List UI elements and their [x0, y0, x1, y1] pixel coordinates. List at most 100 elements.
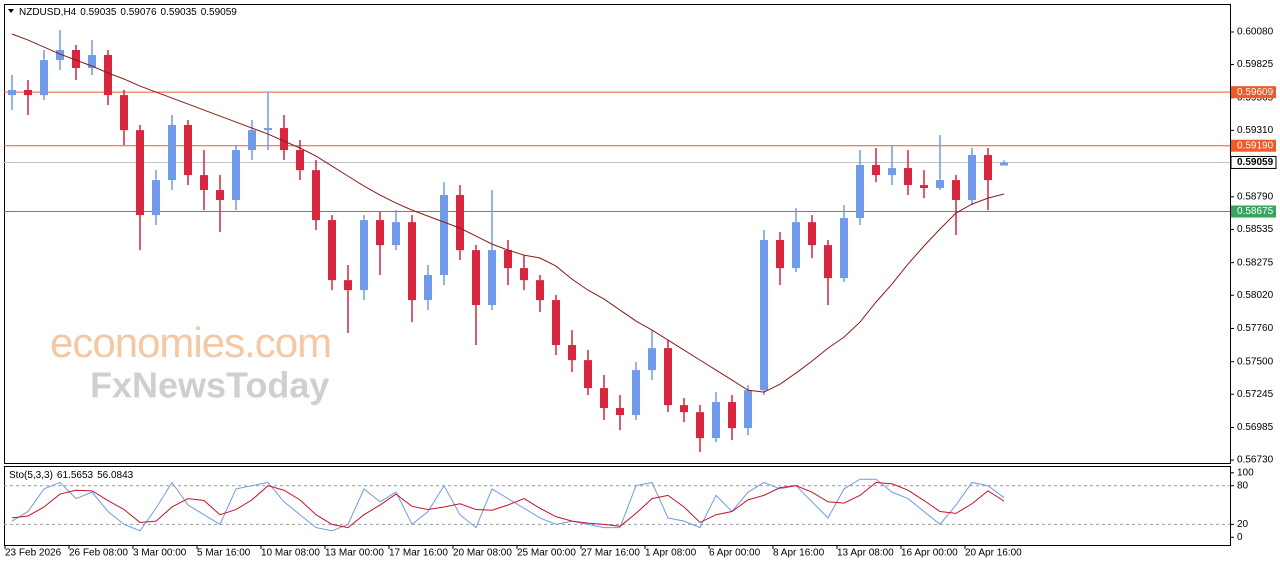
candle-body [72, 50, 80, 69]
candle-body [8, 89, 16, 96]
moving-average [11, 33, 1005, 393]
candle-body [408, 222, 416, 301]
x-tick-label: 5 Mar 16:00 [197, 548, 251, 559]
watermark: FxNewsToday [90, 365, 329, 406]
x-tick-label: 8 Apr 16:00 [773, 548, 825, 559]
candle-body [392, 222, 400, 246]
y-tick-label: 0.59825 [1237, 59, 1274, 70]
candle-body [936, 180, 944, 189]
candle-body [760, 240, 768, 391]
ohlc-close: 0.59059 [201, 7, 238, 18]
x-tick-label: 20 Mar 08:00 [453, 548, 512, 559]
y-tick-label: 80 [1237, 480, 1249, 491]
candle-body [632, 370, 640, 416]
candle-body [648, 348, 656, 371]
candle-body [264, 128, 272, 131]
x-tick-label: 16 Apr 00:00 [901, 548, 958, 559]
candle-body [712, 402, 720, 439]
indicator-name: Sto(5,3,3) [9, 470, 53, 481]
candle-body [552, 300, 560, 346]
collapse-arrow[interactable] [8, 9, 14, 13]
candle-body [200, 175, 208, 191]
level-label: 0.59190 [1237, 140, 1274, 151]
level-label: 0.58675 [1237, 206, 1274, 217]
y-tick-label: 0.58535 [1237, 224, 1274, 235]
level-label-box [1231, 139, 1276, 152]
candle-body [440, 195, 448, 276]
x-tick-label: 13 Apr 08:00 [837, 548, 894, 559]
level-label: 0.59609 [1237, 87, 1274, 98]
candle-body [1000, 162, 1008, 166]
candle-body [744, 390, 752, 429]
candle-body [840, 218, 848, 279]
candle-body [136, 130, 144, 216]
y-tick-label: 0.58790 [1237, 191, 1274, 202]
candle-body [472, 250, 480, 306]
candle-body [104, 54, 112, 96]
candle-body [296, 150, 304, 171]
main-panel [4, 4, 1231, 464]
candle-body [792, 222, 800, 269]
ohlc-high: 0.59076 [120, 7, 157, 18]
x-tick-label: 13 Mar 00:00 [325, 548, 384, 559]
x-tick-label: 20 Apr 16:00 [965, 548, 1022, 559]
stochastic-panel [4, 466, 1231, 546]
chart-header: NZDUSD,H4 0.59035 0.59076 0.59035 0.59059 [19, 7, 237, 18]
candle-body [152, 180, 160, 216]
candle-body [536, 280, 544, 301]
y-tick-label: 0.56985 [1237, 422, 1274, 433]
x-tick-label: 27 Mar 16:00 [581, 548, 640, 559]
candle-body [664, 348, 672, 406]
candle-body [600, 388, 608, 409]
level-label-box [1231, 205, 1276, 218]
x-tick-label: 10 Mar 08:00 [261, 548, 320, 559]
candle-body [872, 165, 880, 176]
y-tick-label: 20 [1237, 519, 1249, 530]
candle-body [824, 245, 832, 279]
current-price-box [1230, 155, 1277, 169]
candle-body [904, 168, 912, 186]
candle-body [88, 54, 96, 69]
ohlc-low: 0.59035 [161, 7, 198, 18]
y-tick-label: 100 [1237, 467, 1254, 478]
y-tick-label: 0.59310 [1237, 125, 1274, 136]
y-tick-label: 0 [1237, 532, 1243, 543]
y-tick-label: 0.57760 [1237, 323, 1274, 334]
candle-body [504, 250, 512, 269]
candle-body [280, 128, 288, 151]
candle-body [24, 89, 32, 96]
candle-body [808, 222, 816, 246]
candle-body [344, 280, 352, 291]
candle-body [312, 170, 320, 221]
current-price-label: 0.59059 [1237, 157, 1274, 168]
candle-body [520, 268, 528, 281]
candle-body [376, 220, 384, 246]
y-tick-label: 0.57500 [1237, 356, 1274, 367]
candle-body [216, 190, 224, 201]
x-tick-label: 25 Mar 00:00 [517, 548, 576, 559]
stochastic-k [11, 478, 1005, 532]
candle-body [856, 165, 864, 219]
stochastic-header: Sto(5,3,3) 61.5653 56.0843 [9, 470, 134, 481]
candle-body [776, 240, 784, 269]
level-label-box [1231, 86, 1276, 99]
candle-body [232, 150, 240, 201]
candle-body [184, 125, 192, 176]
candle-body [360, 220, 368, 291]
y-tick-label: 0.56730 [1237, 455, 1274, 466]
candle-body [40, 60, 48, 96]
candle-body [584, 360, 592, 389]
x-tick-label: 17 Mar 16:00 [389, 548, 448, 559]
d-value: 56.0843 [97, 470, 134, 481]
y-tick-label: 0.60080 [1237, 27, 1274, 38]
x-tick-label: 23 Feb 2026 [5, 548, 62, 559]
candle-body [456, 195, 464, 251]
y-tick-label: 0.58275 [1237, 257, 1274, 268]
watermark: economies.com [50, 319, 331, 366]
candle-body [968, 155, 976, 201]
candle-body [56, 50, 64, 61]
x-tick-label: 1 Apr 08:00 [645, 548, 697, 559]
